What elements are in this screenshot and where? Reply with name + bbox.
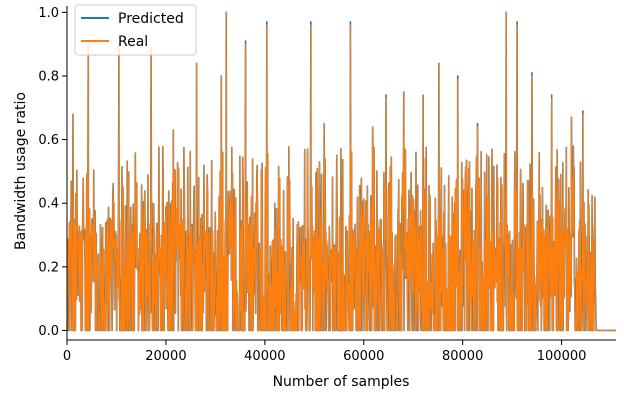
x-tick-label: 40000 (244, 349, 285, 364)
y-axis-label: Bandwidth usage ratio (13, 92, 29, 250)
x-tick-label: 20000 (145, 349, 186, 364)
x-tick-label: 60000 (343, 349, 384, 364)
x-tick-label: 0 (63, 349, 71, 364)
x-tick-label: 80000 (442, 349, 483, 364)
legend-label-predicted: Predicted (118, 11, 184, 27)
y-tick-label: 0.6 (38, 133, 59, 148)
y-tick-label: 0.0 (38, 324, 59, 339)
y-tick-label: 0.8 (38, 69, 59, 84)
legend-label-real: Real (118, 34, 148, 50)
x-axis-label: Number of samples (273, 374, 410, 390)
legend: Predicted Real (74, 4, 197, 56)
y-tick-label: 0.4 (38, 197, 59, 212)
plot-area (66, 11, 616, 332)
axes: 0 20000 40000 60000 80000 100000 0.0 0.2 0.4 0.6 0… (38, 6, 616, 364)
y-tick-label: 1.0 (38, 6, 59, 21)
series-line-real (66, 11, 616, 332)
x-tick-label: 100000 (537, 349, 587, 364)
y-tick-label: 0.2 (38, 260, 59, 275)
